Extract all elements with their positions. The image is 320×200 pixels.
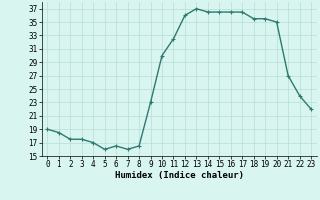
X-axis label: Humidex (Indice chaleur): Humidex (Indice chaleur)	[115, 171, 244, 180]
